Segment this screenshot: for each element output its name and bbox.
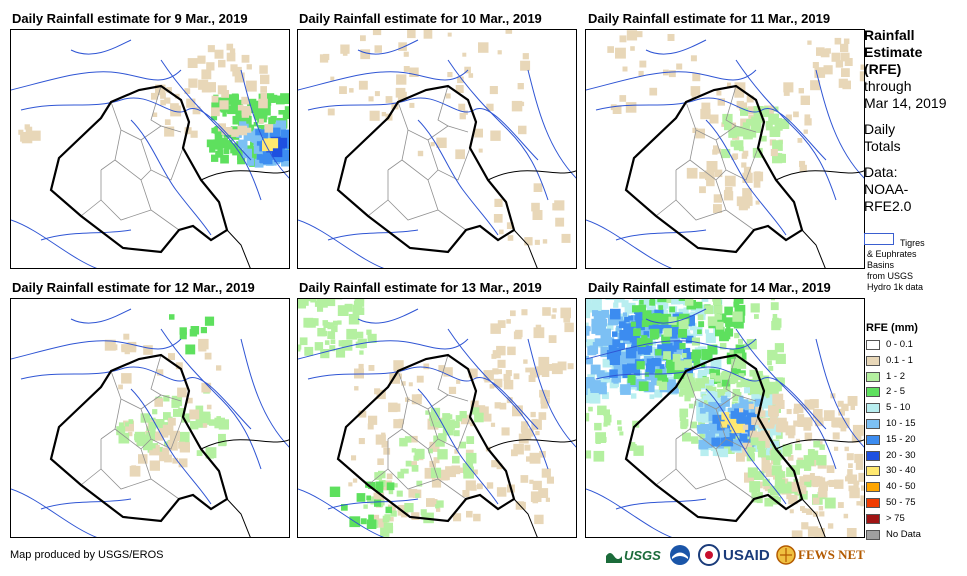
- legend-source-2: RFE2.0: [864, 198, 912, 214]
- legend-date: Mar 14, 2019: [864, 95, 947, 111]
- legend-swatch: [866, 450, 880, 461]
- legend-title-line: (RFE): [864, 61, 902, 77]
- basin-line: & Euphrates: [867, 249, 917, 259]
- map-svg: [11, 308, 289, 537]
- map-credit: Map produced by USGS/EROS: [10, 549, 164, 561]
- map-svg: [298, 30, 576, 268]
- legend-title-line: Estimate: [864, 44, 923, 60]
- legend-data-label: Data:: [864, 164, 898, 180]
- legend-totals: Totals: [864, 138, 901, 154]
- rainfall-map-2: [297, 29, 577, 269]
- noaa-logo: [669, 543, 691, 567]
- legend-class-label: 5 - 10: [886, 402, 911, 414]
- legend-swatch: [866, 466, 880, 477]
- legend-class-label: > 75: [886, 512, 905, 524]
- legend-class-label: 1 - 2: [886, 370, 906, 382]
- basin-line: Basins: [867, 260, 895, 270]
- rainfall-map-5: [297, 298, 577, 538]
- legend-swatch: [866, 340, 880, 350]
- fews-globe-icon: [776, 545, 796, 565]
- legend-swatch: [866, 403, 880, 414]
- panel-title-3: Daily Rainfall estimate for 11 Mar., 201…: [588, 11, 831, 26]
- legend-swatch: [866, 371, 880, 382]
- basin-line: Hydro 1k data: [867, 282, 924, 292]
- map-svg: [11, 39, 289, 268]
- legend-through: through: [864, 78, 912, 94]
- legend-swatch: [866, 387, 880, 398]
- map-svg: [586, 299, 864, 537]
- legend-class-label: 0 - 0.1: [886, 339, 913, 350]
- legend-swatch: [866, 498, 880, 508]
- legend-class-label: No Data: [886, 528, 921, 540]
- legend-header: Rainfall Estimate (RFE) through Mar 14, …: [864, 27, 947, 215]
- basin-outline-swatch: [864, 233, 894, 245]
- legend-class-label: 15 - 20: [886, 433, 916, 445]
- rainfall-map-3: [585, 29, 865, 269]
- rfe-legend-title: RFE (mm): [866, 322, 918, 334]
- rainfall-map-1: [10, 29, 290, 269]
- fews-net-logo: FEWS NET: [776, 543, 865, 567]
- panel-title-5: Daily Rainfall estimate for 13 Mar., 201…: [299, 280, 542, 295]
- legend-class-label: 30 - 40: [886, 465, 916, 477]
- usgs-wave-icon: [606, 553, 622, 563]
- usaid-logo: USAID: [698, 543, 770, 567]
- basin-line: from USGS: [867, 271, 914, 281]
- legend-class-label: 10 - 15: [886, 418, 916, 429]
- basin-line: Tigres: [900, 238, 925, 248]
- map-svg: [298, 299, 576, 537]
- legend-swatch: [866, 355, 880, 366]
- legend-class-label: 2 - 5: [886, 386, 906, 398]
- legend-swatch: [866, 419, 880, 429]
- legend-swatch: [866, 434, 880, 445]
- legend-title-line: Rainfall: [864, 27, 915, 43]
- legend-class-label: 0.1 - 1: [886, 354, 913, 366]
- legend-daily: Daily: [864, 121, 896, 137]
- noaa-emblem-icon: [670, 545, 690, 565]
- legend-class-label: 40 - 50: [886, 481, 916, 493]
- basin-key-text: Tigres & Euphrates Basins from USGS Hydr…: [867, 238, 967, 293]
- legend-swatch: [866, 529, 880, 540]
- legend-swatch: [866, 513, 880, 524]
- usgs-logo: USGS: [606, 543, 690, 567]
- map-svg: [586, 30, 864, 268]
- legend-swatch: [866, 482, 880, 493]
- rainfall-map-4: [10, 298, 290, 538]
- panel-title-2: Daily Rainfall estimate for 10 Mar., 201…: [299, 11, 542, 26]
- usaid-seal-icon: [698, 544, 720, 566]
- legend-source-1: NOAA-: [864, 181, 909, 197]
- panel-title-1: Daily Rainfall estimate for 9 Mar., 2019: [12, 11, 248, 26]
- rainfall-map-6: [585, 298, 865, 538]
- panel-title-4: Daily Rainfall estimate for 12 Mar., 201…: [12, 280, 255, 295]
- panel-title-6: Daily Rainfall estimate for 14 Mar., 201…: [588, 280, 831, 295]
- legend-class-label: 50 - 75: [886, 497, 916, 508]
- legend-class-label: 20 - 30: [886, 449, 916, 461]
